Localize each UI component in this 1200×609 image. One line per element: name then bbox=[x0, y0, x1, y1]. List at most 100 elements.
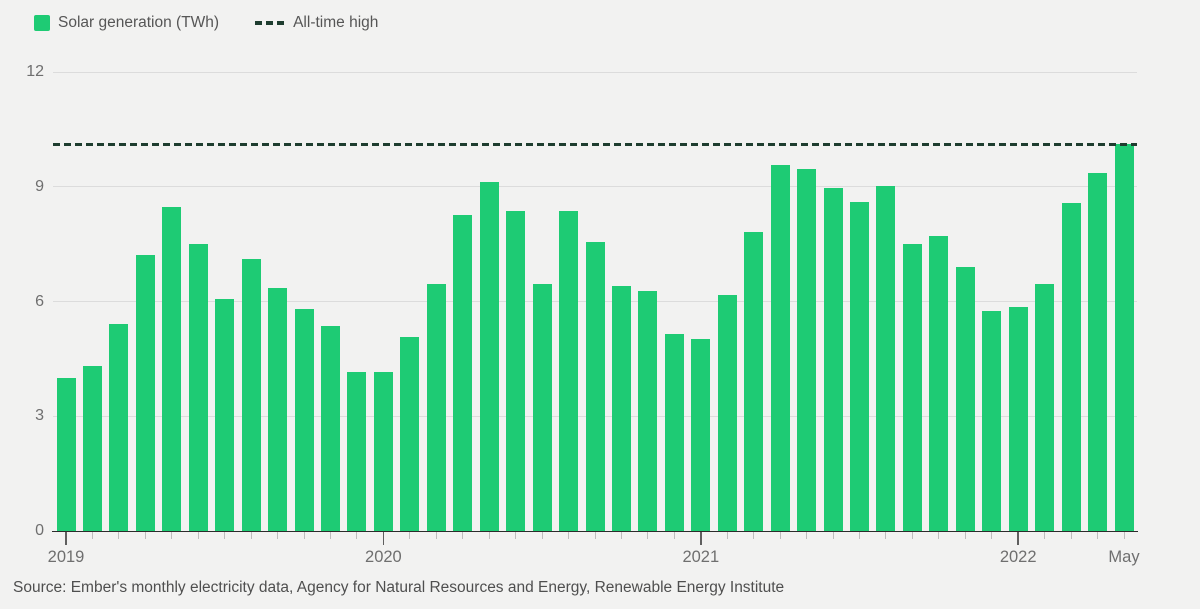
bar-oct-2020[interactable] bbox=[611, 285, 631, 531]
bar-feb-2022[interactable] bbox=[1035, 283, 1055, 531]
x-axis-month-tick bbox=[594, 532, 596, 539]
bar-may-2020[interactable] bbox=[479, 182, 499, 531]
x-axis-year-tick bbox=[382, 532, 385, 545]
x-axis-month-tick bbox=[488, 532, 490, 539]
gridline-9 bbox=[53, 186, 1137, 188]
bar-mar-2022[interactable] bbox=[1061, 203, 1081, 531]
x-axis-month-tick bbox=[620, 532, 622, 539]
bar-dec-2019[interactable] bbox=[347, 371, 367, 531]
bar-dec-2020[interactable] bbox=[664, 333, 684, 531]
x-axis-month-tick bbox=[409, 532, 411, 539]
bar-apr-2020[interactable] bbox=[453, 214, 473, 531]
x-axis-month-tick bbox=[435, 532, 437, 539]
x-axis-month-tick bbox=[144, 532, 146, 539]
x-axis-year-tick bbox=[1017, 532, 1019, 545]
x-axis-month-tick bbox=[991, 532, 993, 539]
bar-mar-2019[interactable] bbox=[109, 323, 129, 531]
x-axis-month-tick bbox=[171, 532, 173, 539]
bar-apr-2019[interactable] bbox=[135, 255, 155, 531]
x-axis-month-tick bbox=[938, 532, 940, 539]
y-axis-label-6: 6 bbox=[35, 292, 44, 310]
bar-jul-2019[interactable] bbox=[215, 299, 235, 531]
y-axis-label-3: 3 bbox=[35, 407, 44, 425]
source-text: Source: Ember's monthly electricity data… bbox=[13, 579, 785, 596]
x-axis-month-tick bbox=[859, 532, 860, 539]
bar-nov-2020[interactable] bbox=[638, 291, 658, 531]
y-axis-label-12: 12 bbox=[26, 63, 44, 80]
all-time-high-legend-label: All-time high bbox=[293, 14, 379, 31]
x-axis-month-tick bbox=[1097, 532, 1099, 539]
bar-may-2019[interactable] bbox=[162, 207, 182, 531]
bar-nov-2021[interactable] bbox=[955, 266, 975, 531]
legend: Solar generation (TWh) All-time high bbox=[34, 14, 378, 32]
x-axis-month-tick bbox=[911, 532, 913, 539]
x-axis-month-tick bbox=[330, 532, 331, 539]
x-axis-month-tick bbox=[197, 532, 199, 539]
x-axis-year-tick bbox=[65, 532, 67, 545]
bar-dec-2021[interactable] bbox=[982, 310, 1002, 531]
bar-jan-2020[interactable] bbox=[373, 371, 393, 531]
bar-jul-2020[interactable] bbox=[532, 283, 552, 531]
solar-generation-legend-label: Solar generation (TWh) bbox=[58, 14, 220, 31]
bar-jun-2020[interactable] bbox=[506, 211, 526, 531]
bar-aug-2019[interactable] bbox=[241, 258, 261, 531]
x-axis-month-tick bbox=[673, 532, 675, 539]
x-axis-month-tick bbox=[118, 532, 120, 539]
x-axis-label-2021: 2021 bbox=[682, 548, 720, 566]
bar-jun-2019[interactable] bbox=[188, 243, 208, 531]
bar-sep-2020[interactable] bbox=[585, 241, 605, 531]
x-axis-month-tick bbox=[541, 532, 543, 539]
bar-may-2021[interactable] bbox=[797, 169, 817, 531]
bar-sep-2019[interactable] bbox=[268, 287, 288, 531]
bar-oct-2019[interactable] bbox=[294, 308, 314, 531]
bar-feb-2021[interactable] bbox=[717, 295, 737, 531]
bar-may-2022[interactable] bbox=[1114, 144, 1134, 531]
y-axis-label-0: 0 bbox=[35, 522, 44, 539]
x-axis-month-tick bbox=[224, 532, 226, 539]
x-axis-label-2020: 2020 bbox=[365, 548, 402, 566]
x-axis-month-tick bbox=[832, 532, 834, 539]
x-axis-line bbox=[52, 530, 1138, 532]
gridline-12 bbox=[53, 71, 1137, 73]
bar-jan-2021[interactable] bbox=[691, 339, 711, 531]
bar-feb-2020[interactable] bbox=[400, 337, 420, 531]
x-axis-month-tick bbox=[1044, 532, 1046, 539]
bar-jun-2021[interactable] bbox=[823, 188, 843, 531]
x-axis-month-tick bbox=[515, 532, 517, 539]
x-axis-month-tick bbox=[356, 532, 358, 539]
x-axis-month-tick bbox=[806, 532, 808, 539]
bar-jul-2021[interactable] bbox=[850, 201, 869, 531]
bar-mar-2020[interactable] bbox=[426, 283, 446, 531]
x-axis-month-tick bbox=[779, 532, 781, 539]
x-axis-month-tick bbox=[726, 532, 728, 539]
bar-feb-2019[interactable] bbox=[82, 366, 102, 531]
bar-apr-2021[interactable] bbox=[770, 165, 790, 531]
bar-aug-2020[interactable] bbox=[559, 211, 579, 531]
bar-jan-2022[interactable] bbox=[1008, 306, 1028, 531]
bar-aug-2021[interactable] bbox=[876, 186, 896, 531]
x-axis-month-tick bbox=[303, 532, 305, 539]
x-axis-month-tick bbox=[277, 532, 279, 539]
bar-jan-2019[interactable] bbox=[56, 377, 76, 531]
x-axis-month-tick bbox=[1123, 532, 1125, 539]
x-axis-month-tick bbox=[964, 532, 966, 539]
x-axis-month-tick bbox=[91, 532, 93, 539]
solar-generation-swatch-icon bbox=[34, 15, 50, 31]
bar-sep-2021[interactable] bbox=[902, 243, 922, 531]
x-axis-month-tick bbox=[568, 532, 570, 539]
x-axis-label-2022: 2022 bbox=[999, 548, 1037, 566]
x-axis-label-may: May bbox=[1108, 548, 1140, 566]
x-axis-month-tick bbox=[753, 532, 755, 539]
x-axis-month-tick bbox=[1070, 532, 1072, 539]
x-axis-month-tick bbox=[250, 532, 252, 539]
bar-nov-2019[interactable] bbox=[321, 325, 340, 531]
plot-area: 0 3 6 9 12 2019 2020 2021 2022 May bbox=[26, 64, 1139, 567]
bar-mar-2021[interactable] bbox=[744, 232, 764, 531]
bar-apr-2022[interactable] bbox=[1088, 172, 1108, 531]
bar-oct-2021[interactable] bbox=[929, 235, 949, 531]
x-axis-label-2019: 2019 bbox=[47, 548, 85, 566]
all-time-high-dash-icon bbox=[255, 21, 286, 25]
x-axis-month-tick bbox=[462, 532, 464, 539]
x-axis-month-tick bbox=[885, 532, 887, 539]
x-axis-year-tick bbox=[700, 532, 702, 545]
